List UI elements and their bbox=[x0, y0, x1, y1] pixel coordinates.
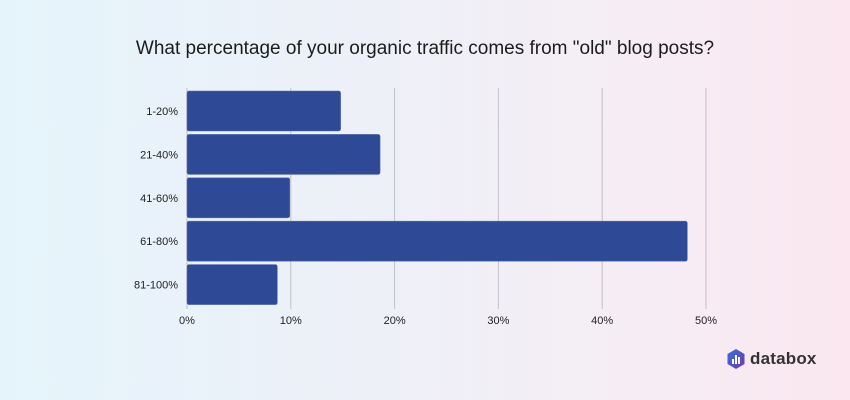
databox-logo-text: databox bbox=[750, 349, 817, 368]
bar bbox=[186, 134, 381, 175]
x-tick-label: 0% bbox=[179, 315, 195, 327]
bar bbox=[186, 220, 688, 262]
bar bbox=[186, 90, 341, 132]
y-tick-label: 41-60% bbox=[140, 193, 178, 205]
x-tick-label: 30% bbox=[487, 315, 509, 327]
x-tick-label: 20% bbox=[384, 315, 406, 327]
y-tick-label: 61-80% bbox=[140, 236, 178, 248]
bar bbox=[186, 177, 291, 219]
databox-logo-icon bbox=[727, 349, 745, 369]
x-tick-label: 40% bbox=[591, 315, 613, 327]
databox-logo: databox bbox=[727, 349, 817, 369]
y-tick-label: 21-40% bbox=[140, 149, 178, 161]
y-tick-label: 81-100% bbox=[134, 280, 178, 292]
y-tick-label: 1-20% bbox=[146, 106, 178, 118]
x-tick-label: 10% bbox=[280, 315, 302, 327]
x-tick-label: 50% bbox=[695, 315, 717, 327]
bar bbox=[186, 264, 278, 305]
chart-title: What percentage of your organic traffic … bbox=[135, 38, 715, 59]
